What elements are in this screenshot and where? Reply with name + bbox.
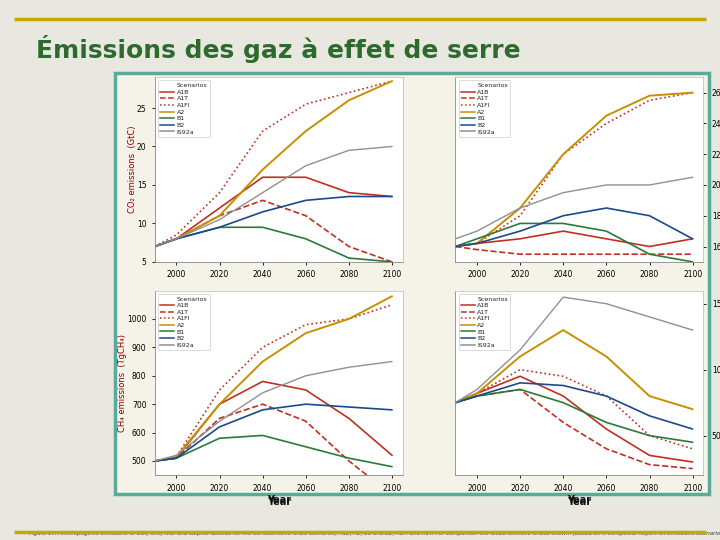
X-axis label: Year: Year <box>266 495 291 505</box>
Legend: Scenarios, A1B, A1T, A1FI, A2, B1, B2, IS92a: Scenarios, A1B, A1T, A1FI, A2, B1, B2, I… <box>158 294 210 350</box>
Y-axis label: CH₄ emissions  (TgCH₄): CH₄ emissions (TgCH₄) <box>118 334 127 432</box>
Legend: Scenarios, A1B, A1T, A1FI, A2, B1, B2, IS92a: Scenarios, A1B, A1T, A1FI, A2, B1, B2, I… <box>459 294 510 350</box>
Y-axis label: CO₂ emissions  (GtC): CO₂ emissions (GtC) <box>128 126 138 213</box>
X-axis label: Year: Year <box>567 495 592 505</box>
Text: Year: Year <box>567 497 592 507</box>
Legend: Scenarios, A1B, A1T, A1FI, A2, B1, B2, IS92a: Scenarios, A1B, A1T, A1FI, A2, B1, B2, I… <box>158 80 210 137</box>
Text: Émissions des gaz à effet de serre: Émissions des gaz à effet de serre <box>36 35 521 63</box>
Text: Figure 17: Anthropogenic emissions of CO₂, CH₄, N₂O and sulphur dioxide for the : Figure 17: Anthropogenic emissions of CO… <box>29 531 720 536</box>
Legend: Scenarios, A1B, A1T, A1FI, A2, B1, B2, IS92a: Scenarios, A1B, A1T, A1FI, A2, B1, B2, I… <box>459 80 510 137</box>
Text: Year: Year <box>266 497 291 507</box>
